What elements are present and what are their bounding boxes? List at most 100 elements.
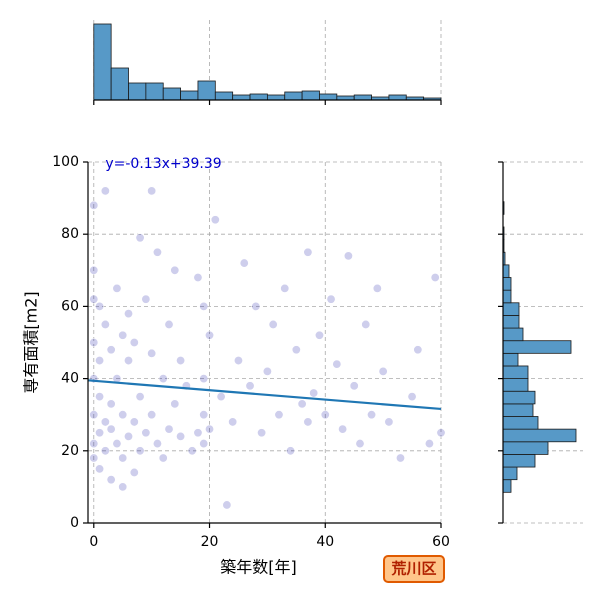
point (407, 392, 417, 402)
y-tick-label: 80 (61, 226, 79, 242)
hist-bar (232, 94, 251, 101)
x-tick-label: 60 (432, 534, 450, 550)
point (176, 431, 186, 441)
point (106, 424, 116, 434)
point (349, 381, 359, 391)
point (326, 294, 336, 304)
point (89, 410, 99, 420)
point (95, 356, 105, 366)
point (355, 439, 365, 449)
point (129, 337, 139, 347)
point (233, 356, 243, 366)
y-tick-label: 20 (61, 443, 79, 459)
point (118, 453, 128, 463)
hist-bar (502, 403, 534, 417)
hist-bar (180, 90, 199, 101)
point (95, 428, 105, 438)
point (199, 410, 209, 420)
point (164, 424, 174, 434)
hist-bar (502, 428, 577, 443)
x-tick-label: 40 (316, 534, 334, 550)
hist-bar (502, 352, 519, 367)
point (193, 273, 203, 283)
point (129, 417, 139, 427)
hist-bar (301, 90, 320, 101)
y-tick-label: 100 (52, 154, 79, 170)
hist-bar (284, 91, 303, 101)
hist-bar (249, 93, 268, 101)
point (199, 439, 209, 449)
point (222, 500, 232, 510)
hist-bar (266, 94, 286, 101)
point (89, 337, 99, 347)
point (118, 482, 128, 492)
hist-bar (502, 365, 529, 379)
hist-bar (502, 466, 518, 481)
point (100, 446, 110, 456)
point (95, 392, 105, 402)
point (106, 475, 116, 485)
x-tick-label: 20 (201, 534, 219, 550)
point (135, 392, 145, 402)
point (378, 366, 388, 376)
x-axis-label: 築年数[年] (220, 558, 297, 577)
hist-bar (93, 23, 112, 101)
point (413, 345, 423, 355)
point (286, 446, 296, 456)
point (89, 439, 99, 449)
hist-bar (145, 82, 164, 101)
point (280, 283, 290, 293)
point (118, 410, 128, 420)
point (124, 309, 134, 319)
point (291, 345, 301, 355)
hist-bar (502, 289, 512, 304)
point (147, 186, 157, 196)
point (314, 330, 324, 340)
point (89, 453, 99, 463)
point (228, 417, 238, 427)
point (135, 233, 145, 243)
point (332, 359, 342, 369)
point (395, 453, 405, 463)
point (193, 428, 203, 438)
point (199, 374, 209, 384)
point (303, 247, 313, 257)
point (89, 265, 99, 275)
point (158, 374, 168, 384)
hist-bar (214, 91, 234, 101)
hist-bar (502, 441, 549, 455)
point (320, 410, 330, 420)
hist-bar (502, 378, 529, 392)
hist-bar (110, 67, 129, 101)
hist-bar (353, 94, 372, 101)
point (170, 265, 180, 275)
point (251, 301, 261, 311)
point (135, 446, 145, 456)
hist-bar (388, 94, 407, 101)
hist-bar (162, 87, 181, 101)
hist-bar (502, 315, 520, 329)
hist-bar (502, 390, 536, 405)
point (158, 453, 168, 463)
hist-bar (128, 82, 147, 101)
point (112, 283, 122, 293)
point (152, 247, 162, 257)
point (303, 417, 313, 427)
point (361, 319, 371, 329)
point (141, 428, 151, 438)
point (170, 399, 180, 409)
point (268, 319, 278, 329)
point (89, 294, 99, 304)
badge: 荒川区 (391, 560, 436, 578)
hist-bar (197, 80, 216, 101)
point (274, 410, 284, 420)
point (239, 258, 249, 268)
point (147, 410, 157, 420)
hist-bar (502, 454, 536, 468)
y-tick-label: 40 (61, 371, 79, 387)
point (199, 301, 209, 311)
point (262, 366, 272, 376)
point (216, 392, 226, 402)
point (89, 200, 99, 210)
